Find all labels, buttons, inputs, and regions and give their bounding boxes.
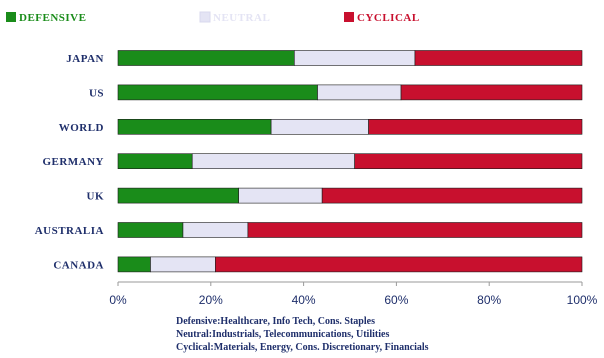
bar-uk-defensive — [117, 187, 239, 204]
bar-world-neutral — [270, 119, 369, 135]
x-tick-label: 40% — [292, 293, 316, 307]
footnotes: Defensive:Healthcare, Info Tech, Cons. S… — [176, 316, 429, 353]
legend-label-neutral: NEUTRAL — [213, 12, 270, 24]
bar-world-cyclical — [368, 119, 583, 135]
bar-australia-defensive — [117, 222, 184, 238]
bars — [117, 50, 583, 273]
bar-japan-neutral — [294, 50, 416, 66]
category-label-uk: UK — [87, 191, 105, 203]
bar-germany-defensive — [117, 153, 193, 169]
x-axis-ticks: 0% 20% 40% 60% 80% 100% — [109, 282, 598, 307]
category-label-australia: AUSTRALIA — [35, 225, 104, 237]
legend-label-defensive: DEFENSIVE — [19, 12, 86, 24]
legend-swatch-cyclical — [344, 12, 354, 22]
x-tick-label: 80% — [477, 293, 501, 307]
x-tick-label: 20% — [199, 293, 223, 307]
bar-us-defensive — [117, 84, 318, 101]
category-labels: JAPAN US WORLD GERMANY UK AUSTRALIA CANADA — [35, 53, 104, 271]
x-tick-label: 100% — [567, 293, 598, 307]
category-label-germany: GERMANY — [42, 156, 104, 168]
category-label-canada: CANADA — [53, 259, 104, 271]
category-label-japan: JAPAN — [66, 53, 104, 65]
bar-canada-defensive — [117, 256, 151, 273]
bar-uk-neutral — [238, 187, 323, 204]
legend-swatch-defensive — [6, 12, 16, 22]
bar-world-defensive — [117, 119, 272, 135]
footnote-line: Cyclical:Materials, Energy, Cons. Discre… — [176, 342, 429, 353]
bar-canada-neutral — [150, 256, 216, 273]
x-tick-label: 60% — [384, 293, 408, 307]
legend-swatch-neutral — [199, 11, 211, 23]
bar-japan-defensive — [117, 50, 295, 66]
bar-us-neutral — [317, 84, 402, 101]
legend: DEFENSIVE NEUTRAL CYCLICAL — [6, 11, 420, 24]
category-label-world: WORLD — [59, 122, 104, 134]
bar-germany-cyclical — [354, 153, 583, 169]
bar-us-cyclical — [400, 84, 583, 101]
bar-japan-cyclical — [414, 50, 583, 66]
category-label-us: US — [89, 87, 104, 99]
footnote-line: Defensive:Healthcare, Info Tech, Cons. S… — [176, 316, 375, 327]
bar-canada-cyclical — [215, 256, 583, 273]
legend-label-cyclical: CYCLICAL — [357, 12, 420, 24]
bar-germany-neutral — [191, 153, 355, 169]
bar-australia-neutral — [182, 222, 249, 238]
x-tick-label: 0% — [109, 293, 127, 307]
bar-uk-cyclical — [321, 187, 583, 204]
bar-australia-cyclical — [247, 222, 583, 238]
footnote-line: Neutral:Industrials, Telecommunications,… — [176, 329, 389, 340]
